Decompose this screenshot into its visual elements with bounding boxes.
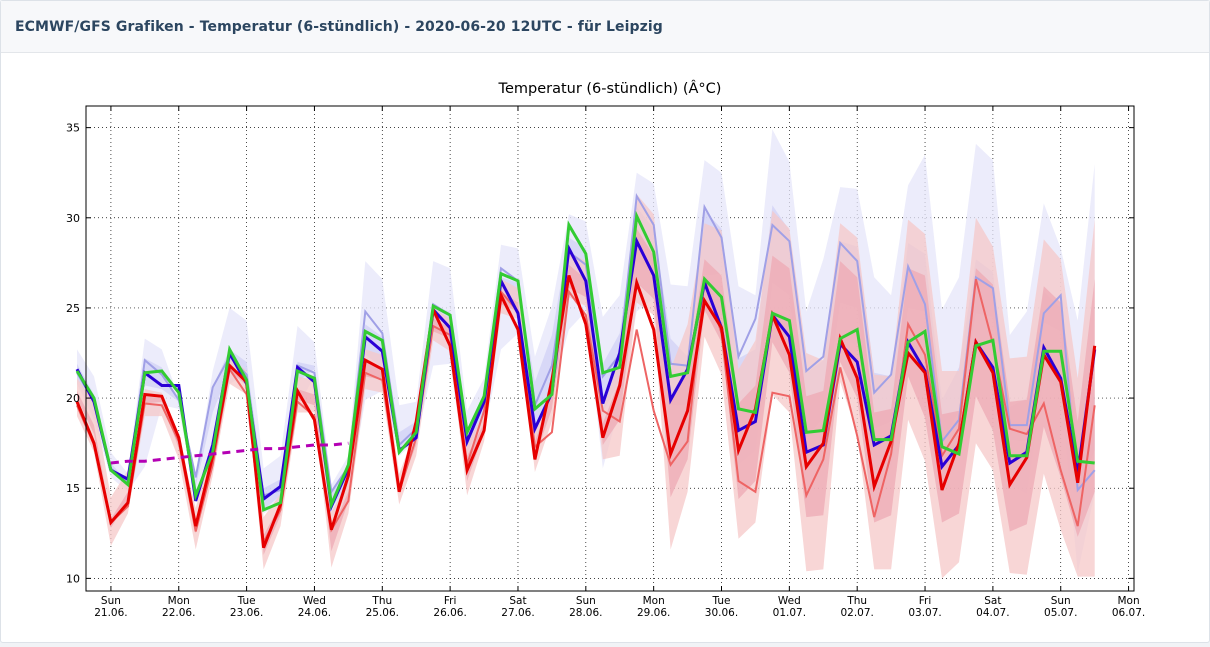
x-tick-day-label: Sun — [576, 595, 596, 607]
x-tick-day-label: Thu — [371, 595, 392, 607]
x-tick-day-label: Sun — [101, 595, 121, 607]
x-tick-date-label: 25.06. — [366, 607, 399, 619]
y-tick-label: 15 — [66, 482, 80, 495]
x-tick-date-label: 05.07. — [1044, 607, 1077, 619]
plot-frame — [85, 105, 1135, 592]
x-tick-day-label: Wed — [303, 595, 326, 607]
x-tick-day-label: Tue — [712, 595, 731, 607]
x-tick-day-label: Sat — [509, 595, 526, 607]
x-tick-date-label: 24.06. — [298, 607, 331, 619]
x-tick-date-label: 03.07. — [908, 607, 941, 619]
x-tick-day-label: Sun — [1051, 595, 1071, 607]
y-tick-label: 35 — [66, 122, 80, 135]
x-tick-date-label: 28.06. — [569, 607, 602, 619]
y-tick-label: 20 — [66, 392, 80, 405]
series-lines — [75, 192, 1097, 549]
series-line-gfs-control — [76, 192, 1096, 497]
x-tick-day-label: Thu — [846, 595, 867, 607]
x-tick-day-label: Tue — [237, 595, 256, 607]
x-tick-date-label: 21.06. — [94, 607, 127, 619]
x-tick-date-label: 06.07. — [1112, 607, 1145, 619]
x-tick-day-label: Mon — [168, 595, 190, 607]
x-tick-date-label: 01.07. — [773, 607, 806, 619]
y-tick-label: 25 — [66, 302, 80, 315]
x-tick-day-label: Fri — [444, 595, 457, 607]
x-tick-date-label: 04.07. — [976, 607, 1009, 619]
x-tick-date-label: 02.07. — [840, 607, 873, 619]
x-tick-day-label: Mon — [643, 595, 665, 607]
series-line-climate — [110, 441, 349, 465]
x-tick-date-label: 29.06. — [637, 607, 670, 619]
x-tick-day-label: Mon — [1118, 595, 1140, 607]
x-tick-date-label: 23.06. — [230, 607, 263, 619]
x-tick-date-label: 22.06. — [162, 607, 195, 619]
y-tick-label: 10 — [66, 572, 80, 585]
page-title: ECMWF/GFS Grafiken - Temperatur (6-stünd… — [15, 18, 663, 35]
chart-area: Temperatur (6-stündlich) (Â°C) 10 15 20 25 3… — [1, 53, 1209, 642]
y-tick-label: 30 — [66, 212, 80, 225]
card-header: ECMWF/GFS Grafiken - Temperatur (6-stünd… — [1, 1, 1209, 53]
ensemble-band — [77, 228, 1095, 555]
x-tick-day-label: Sat — [984, 595, 1001, 607]
x-tick-day-label: Wed — [778, 595, 801, 607]
chart-title: Temperatur (6-stündlich) (Â°C) — [498, 79, 722, 97]
x-tick-date-label: 27.06. — [501, 607, 534, 619]
x-tick-date-label: 30.06. — [705, 607, 738, 619]
ensemble-bands — [77, 129, 1095, 579]
series-line-green — [75, 210, 1095, 513]
x-tick-date-label: 26.06. — [433, 607, 466, 619]
temperature-chart: Temperatur (6-stündlich) (Â°C) 10 15 20 25 3… — [66, 79, 1145, 619]
x-tick-day-label: Fri — [919, 595, 932, 607]
axes: 101520253035Sun21.06.Mon22.06.Tue23.06.W… — [66, 105, 1145, 619]
